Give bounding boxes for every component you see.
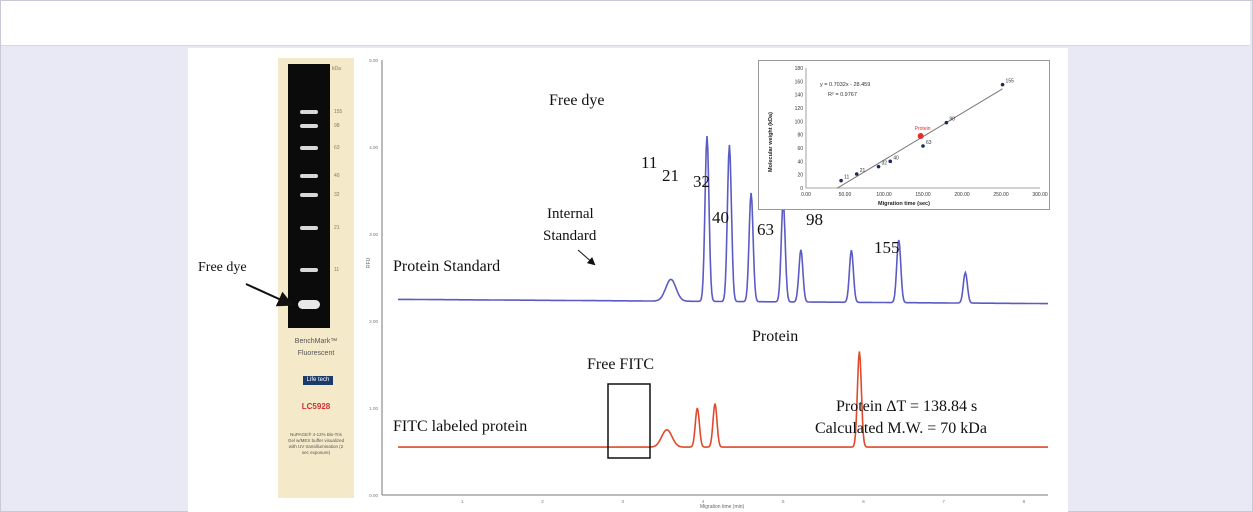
gel-marker-label: 63 xyxy=(334,145,340,151)
calibration-point-label: 98 xyxy=(949,117,955,123)
inset-y-tick-label: 40 xyxy=(797,159,803,165)
calibration-point-label: 63 xyxy=(926,140,932,146)
protein-point xyxy=(917,133,924,139)
peak-label-63: 63 xyxy=(757,220,774,239)
free-fitc-annotation: Free FITC xyxy=(587,356,655,373)
gel-marker-label: 11 xyxy=(334,267,340,273)
x-tick-label: 6 xyxy=(862,499,865,504)
free-dye-annotation: Free dye xyxy=(549,92,605,109)
inset-y-tick-label: 60 xyxy=(797,146,803,152)
inset-x-tick-label: 0.00 xyxy=(801,192,811,198)
gel-marker-label: 32 xyxy=(334,192,340,198)
inset-x-tick-label: 100.00 xyxy=(876,192,892,198)
main-y-axis-label: RFU xyxy=(366,257,372,268)
gel-band xyxy=(300,110,318,114)
peak-label-155: 155 xyxy=(874,238,900,257)
calibration-point-label: 21 xyxy=(860,168,866,174)
inset-y-tick-label: 140 xyxy=(795,93,804,99)
gel-band xyxy=(300,268,318,272)
internal-standard-line1: Internal xyxy=(547,206,594,222)
inset-y-tick-label: 100 xyxy=(795,119,804,125)
main-x-axis-label: Migration time (min) xyxy=(700,504,745,510)
gel-marker-label: 21 xyxy=(334,225,340,231)
free-fitc-box xyxy=(607,383,651,459)
gel-product-line2: Fluorescent xyxy=(297,350,335,357)
inset-y-tick-label: 0 xyxy=(800,186,803,192)
x-tick-label: 5 xyxy=(782,499,785,504)
calibration-point xyxy=(921,144,925,148)
inset-y-tick-label: 160 xyxy=(795,79,804,85)
y-tick-label: 5.00 xyxy=(369,58,378,63)
x-tick-label: 1 xyxy=(461,499,464,504)
gel-marker-label: 40 xyxy=(334,173,340,179)
peak-label-11: 11 xyxy=(641,153,658,172)
gel-band xyxy=(300,124,318,128)
calibration-point xyxy=(876,164,881,169)
internal-standard-line2: Standard xyxy=(543,228,597,244)
delta-t-annotation: Protein ΔT = 138.84 s xyxy=(836,398,978,415)
gel-product-line1: BenchMark™ xyxy=(294,338,338,345)
fit-r-squared: R² = 0.9767 xyxy=(828,92,857,98)
y-tick-label: 3.00 xyxy=(369,232,378,237)
calculated-mw-annotation: Calculated M.W. = 70 kDa xyxy=(815,420,987,437)
calibration-point-label: 11 xyxy=(844,175,849,181)
calibration-point-label: 155 xyxy=(1006,79,1015,85)
gel-band xyxy=(300,193,318,197)
gel-free-dye-band xyxy=(298,300,320,309)
calibration-point-label: 32 xyxy=(882,161,888,167)
gel-logo: Life tech xyxy=(303,376,333,385)
internal-standard-arrow xyxy=(577,249,596,266)
gel-marker-label: 155 xyxy=(334,109,343,115)
protein-standard-label: Protein Standard xyxy=(393,258,501,275)
inset-y-tick-label: 80 xyxy=(797,133,803,139)
inset-x-tick-label: 50.00 xyxy=(839,192,852,198)
inset-y-tick-label: 20 xyxy=(797,173,803,179)
calibration-point-label: 40 xyxy=(893,155,899,161)
gel-kda-label: kDa xyxy=(332,66,341,72)
inset-y-tick-label: 120 xyxy=(795,106,804,112)
x-tick-label: 4 xyxy=(702,499,705,504)
peak-label-32: 32 xyxy=(693,172,710,191)
gel-free-dye-arrow xyxy=(245,283,294,307)
inset-x-tick-label: 250.00 xyxy=(993,192,1009,198)
gel-free-dye-label: Free dye xyxy=(198,260,247,275)
x-tick-label: 3 xyxy=(621,499,624,504)
gel-note: NuPAGE® 4-12% Bis-Tris Gel w/MES buffer … xyxy=(287,432,345,455)
calibration-point xyxy=(888,159,893,164)
gel-band xyxy=(300,174,318,178)
x-tick-label: 2 xyxy=(541,499,544,504)
fitc-labeled-protein-trace xyxy=(398,351,1048,448)
fit-equation: y = 0.7032x - 28.459 xyxy=(820,82,870,88)
top-bar xyxy=(1,1,1250,46)
inset-y-axis-label: Molecular weight (kDa) xyxy=(768,112,774,172)
peak-label-21: 21 xyxy=(662,166,679,185)
inset-x-tick-label: 200.00 xyxy=(954,192,970,198)
gel-catalog-number: LC5928 xyxy=(301,402,331,411)
protein-standard-trace xyxy=(398,136,1048,305)
fitc-labeled-protein-label: FITC labeled protein xyxy=(393,418,528,435)
protein-point-label: Protein xyxy=(915,126,931,132)
protein-peak-annotation: Protein xyxy=(752,328,799,345)
gel-marker-label: 98 xyxy=(334,123,340,129)
calibration-scatter-chart: 0 20 40 60 80 100 120 140 160 180 0.00 50.00 100.00 1… xyxy=(768,66,1048,207)
calibration-point xyxy=(854,172,859,176)
peak-label-40: 40 xyxy=(712,208,729,227)
calibration-point xyxy=(839,178,843,183)
calibration-point xyxy=(1000,82,1005,87)
peak-label-98: 98 xyxy=(806,210,823,229)
y-tick-label: 0.00 xyxy=(369,493,378,498)
y-tick-label: 4.00 xyxy=(369,145,378,150)
inset-x-tick-label: 300.00 xyxy=(1032,192,1048,198)
x-tick-label: 8 xyxy=(1023,499,1026,504)
calibration-point xyxy=(944,120,949,125)
x-tick-label: 7 xyxy=(942,499,945,504)
inset-y-tick-label: 180 xyxy=(795,66,804,72)
inset-x-tick-label: 150.00 xyxy=(915,192,931,198)
inset-x-axis-label: Migration time (sec) xyxy=(878,201,930,207)
y-tick-label: 1.00 xyxy=(369,406,378,411)
gel-band xyxy=(300,226,318,230)
y-tick-label: 2.00 xyxy=(369,319,378,324)
gel-band xyxy=(300,146,318,150)
